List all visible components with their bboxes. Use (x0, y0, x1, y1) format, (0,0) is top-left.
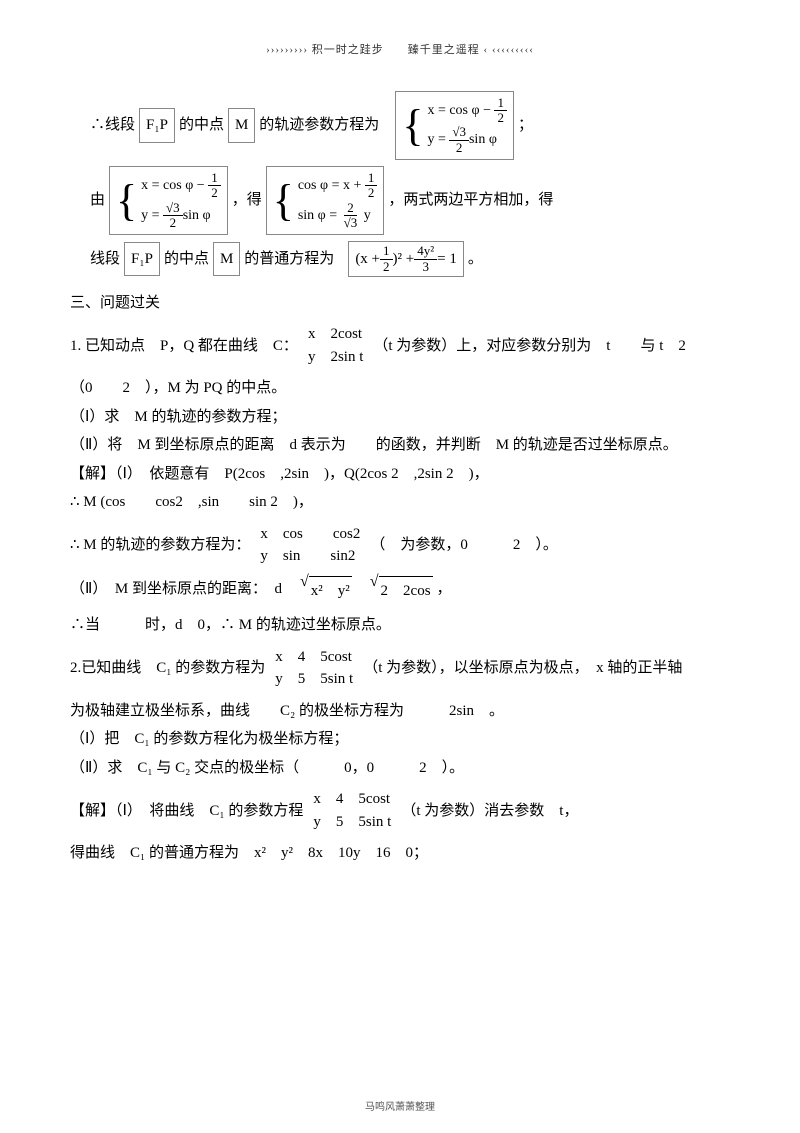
page-content: ››››››››› 积一时之跬步 臻千里之遥程 ‹ ‹‹‹‹‹‹‹‹‹ ∴线段 … (0, 0, 800, 898)
problem-2-part1: （Ⅰ）把 C₁ 的参数方程化为极坐标方程； (70, 725, 730, 754)
m-traj-param: x cos cos2 y sin sin2 (260, 523, 360, 568)
c1-param-elim: x 4 5cost y 5 5sin t (313, 788, 391, 833)
point-m: M (228, 108, 255, 143)
eq-cartesian: (x + 12)² + 4y²3 = 1 (348, 241, 464, 277)
eq: y = (427, 133, 449, 148)
problem-2-c2: 为极轴建立极坐标系，曲线 C₂ 的极坐标方程为 2sin 。 (70, 697, 730, 726)
c1-param: x 4 5cost y 5 5sin t (275, 646, 353, 691)
txt: ∴线段 (90, 111, 135, 140)
problem-2-sol1: 【解】（Ⅰ） 将曲线 C₁ 的参数方程 x 4 5cost y 5 5sin t… (70, 788, 730, 833)
txt: （t 为参数）上，对应参数分别为 t 与 t 2 (373, 332, 686, 361)
param-eq-1: { x = cos φ − 12 y = √32sin φ (395, 91, 514, 160)
eq: x = cos φ − (427, 103, 491, 118)
problem-1-part2-sol2: ∴当 时，d 0，∴ M 的轨迹过坐标原点。 (70, 611, 730, 640)
page-header: ››››››››› 积一时之跬步 臻千里之遥程 ‹ ‹‹‹‹‹‹‹‹‹ (70, 40, 730, 61)
sqrt-xy: √x² y² (300, 574, 352, 606)
seg-f1p: F₁P (124, 242, 160, 277)
seg-f1p: F₁P (139, 108, 175, 143)
txt: 的中点 (179, 111, 224, 140)
txt: 【解】（Ⅰ） 将曲线 C₁ 的参数方程 (70, 797, 303, 826)
param-eq-2a: { x = cos φ − 12 y = √32sin φ (109, 166, 228, 235)
section-3-title: 三、问题过关 (70, 289, 730, 318)
txt: 2.已知曲线 C₁ 的参数方程为 (70, 654, 265, 683)
line-midpoint-param: ∴线段 F₁P 的中点 M 的轨迹参数方程为 { x = cos φ − 12 … (70, 91, 730, 160)
txt: ，两式两边平方相加，得 (388, 186, 553, 215)
txt: （t 为参数）消去参数 t， (401, 797, 578, 826)
problem-1-part2-sol: （Ⅱ） M 到坐标原点的距离： d √x² y² √2 2cos ， (70, 574, 730, 606)
curve-c-param: x 2cost y 2sin t (308, 323, 363, 368)
problem-1-sol3: ∴ M 的轨迹的参数方程为： x cos cos2 y sin sin2 （ 为… (70, 523, 730, 568)
txt: 的普通方程为 (244, 245, 334, 274)
page-footer: 马鸣风萧萧整理 (0, 1098, 800, 1113)
problem-1-range: （0 2 ），M 为 PQ 的中点。 (70, 374, 730, 403)
txt: ∴ M 的轨迹的参数方程为： (70, 531, 250, 560)
line-cartesian: 线段 F₁P 的中点 M 的普通方程为 (x + 12)² + 4y²3 = 1… (70, 241, 730, 277)
txt: ，得 (232, 186, 262, 215)
problem-1-part1: （Ⅰ）求 M 的轨迹的参数方程； (70, 403, 730, 432)
line-derive: 由 { x = cos φ − 12 y = √32sin φ ，得 { cos… (70, 166, 730, 235)
txt: 的轨迹参数方程为 (259, 111, 379, 140)
problem-2-sol2: 得曲线 C₁ 的普通方程为 x² y² 8x 10y 16 0； (70, 839, 730, 868)
problem-1-sol1: 【解】（Ⅰ） 依题意有 P(2cos ,2sin )，Q(2cos 2 ,2si… (70, 460, 730, 489)
problem-1-sol2: ∴ M (cos cos2 ,sin sin 2 )， (70, 488, 730, 517)
txt: 线段 (90, 245, 120, 274)
txt: （Ⅱ） M 到坐标原点的距离： d (70, 575, 282, 604)
sqrt-cos: √2 2cos (370, 574, 433, 606)
problem-1-part2: （Ⅱ）将 M 到坐标原点的距离 d 表示为 的函数，并判断 M 的轨迹是否过坐标… (70, 431, 730, 460)
param-eq-2b: { cos φ = x + 12 sin φ = 2√3 y (266, 166, 385, 235)
txt: 1. 已知动点 P，Q 都在曲线 C： (70, 332, 298, 361)
problem-2-part2: （Ⅱ）求 C₁ 与 C₂ 交点的极坐标（ 0，0 2 ）。 (70, 754, 730, 783)
txt: 的中点 (164, 245, 209, 274)
txt: 由 (90, 186, 105, 215)
txt: ， (437, 575, 452, 604)
txt: （ 为参数，0 2 ）。 (370, 531, 558, 560)
problem-2: 2.已知曲线 C₁ 的参数方程为 x 4 5cost y 5 5sin t （t… (70, 646, 730, 691)
point-m: M (213, 242, 240, 277)
txt: 。 (468, 245, 483, 274)
txt: （t 为参数），以坐标原点为极点， x 轴的正半轴 (363, 654, 682, 683)
problem-1: 1. 已知动点 P，Q 都在曲线 C： x 2cost y 2sin t （t … (70, 323, 730, 368)
